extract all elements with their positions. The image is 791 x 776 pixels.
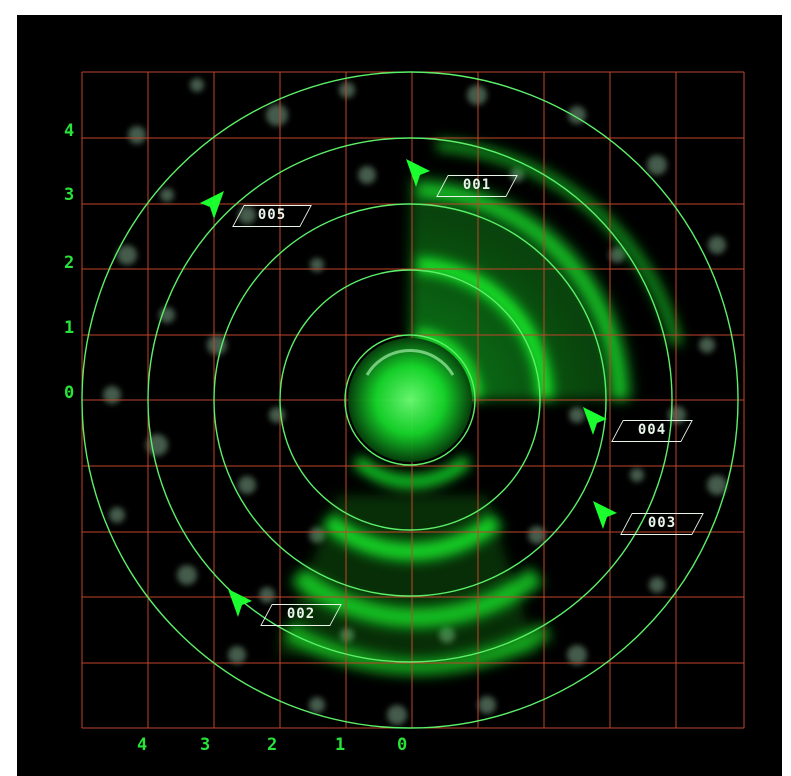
radar-display xyxy=(81,71,745,729)
y-axis-label-4: 4 xyxy=(64,121,75,141)
x-axis-label-3: 3 xyxy=(200,735,211,755)
aircraft-icon[interactable] xyxy=(587,497,623,533)
target-id: 004 xyxy=(637,422,667,438)
aircraft-icon[interactable] xyxy=(222,585,258,621)
y-axis-label-2: 2 xyxy=(64,253,75,273)
range-rings xyxy=(81,71,739,729)
target-tag-005[interactable]: 005 xyxy=(232,205,312,227)
target-id: 002 xyxy=(286,606,316,622)
target-id: 005 xyxy=(257,207,287,223)
target-tag-003[interactable]: 003 xyxy=(620,513,704,535)
aircraft-icon[interactable] xyxy=(194,187,230,223)
y-axis-label-1: 1 xyxy=(64,318,75,338)
x-axis-label-0: 0 xyxy=(397,735,408,755)
ground-clutter xyxy=(103,78,727,725)
radar-screen: 4 3 2 1 0 4 3 2 1 0 001 005 004 003 002 xyxy=(17,15,782,776)
radar-core-highlight xyxy=(365,349,455,376)
x-axis-label-4: 4 xyxy=(137,735,148,755)
aircraft-icon[interactable] xyxy=(577,403,613,439)
y-axis-label-3: 3 xyxy=(64,185,75,205)
x-axis-label-2: 2 xyxy=(267,735,278,755)
target-id: 003 xyxy=(647,515,677,531)
aircraft-icon[interactable] xyxy=(400,155,436,191)
target-tag-002[interactable]: 002 xyxy=(260,604,342,626)
y-axis-label-0: 0 xyxy=(64,383,75,403)
sweep-echo-lower xyxy=(277,455,552,676)
radar-core xyxy=(348,338,472,462)
x-axis-label-1: 1 xyxy=(335,735,346,755)
target-tag-004[interactable]: 004 xyxy=(611,420,693,442)
target-tag-001[interactable]: 001 xyxy=(436,175,518,197)
target-id: 001 xyxy=(462,177,492,193)
